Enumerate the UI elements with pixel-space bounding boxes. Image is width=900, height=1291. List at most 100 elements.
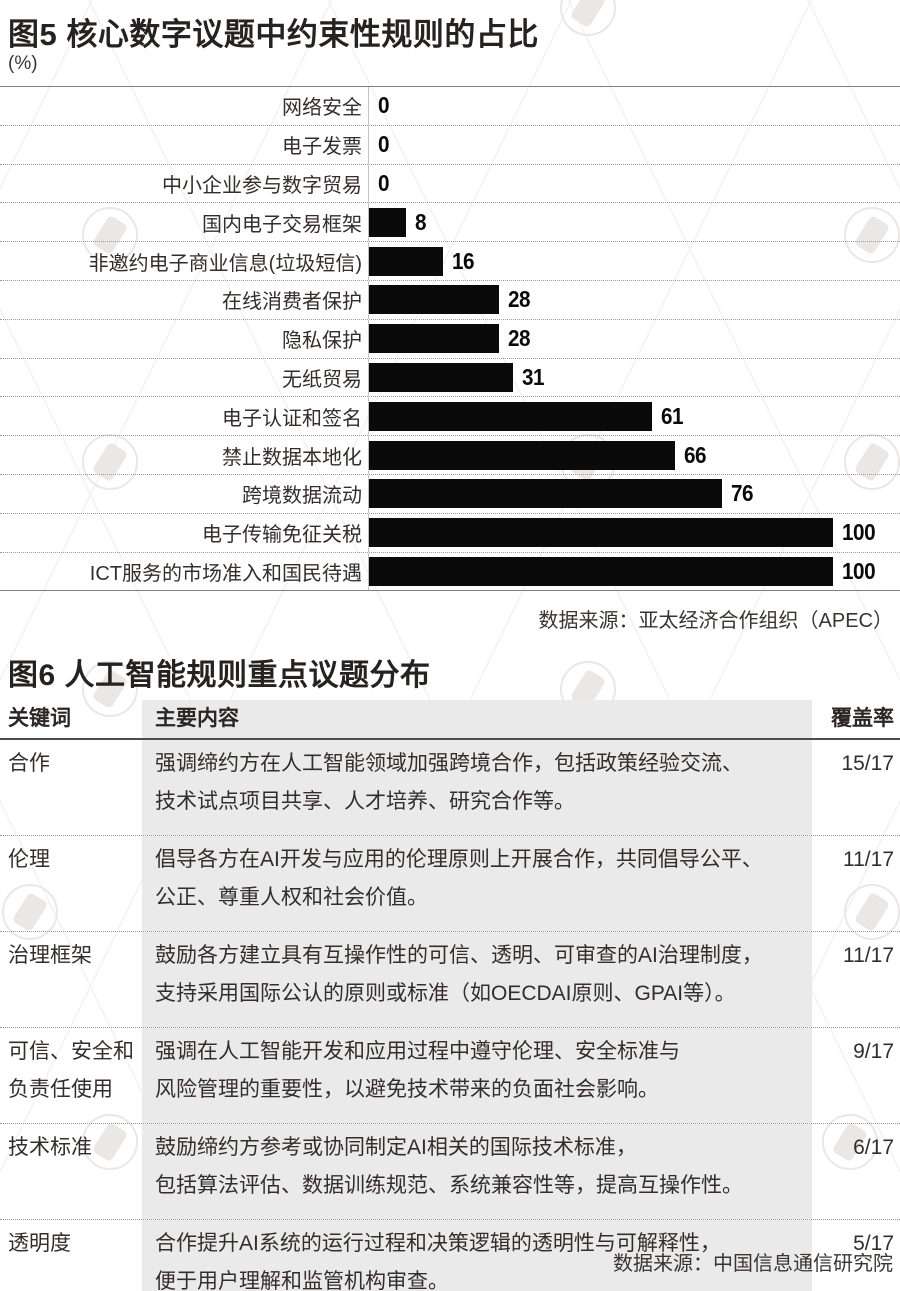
bar-category-label: 网络安全 [282, 97, 362, 120]
bar-area: 8 [368, 203, 900, 242]
table-keyword-cell: 治理框架 [8, 944, 92, 967]
bar [369, 518, 833, 548]
bar-value-label: 0 [378, 169, 390, 196]
bar [369, 285, 499, 315]
table-keyword-cell: 伦理 [8, 848, 50, 871]
table-body: 合作 强调缔约方在人工智能领域加强跨境合作，包括政策经验交流、 技术试点项目共享、… [0, 740, 900, 1291]
watermark-logo-icon [822, 1114, 878, 1170]
bar-value-label: 61 [661, 402, 684, 429]
bar-value-label: 8 [415, 208, 427, 235]
table-coverage-cell: 15/17 [841, 752, 894, 775]
table-row: 技术标准 鼓励缔约方参考或协同制定AI相关的国际技术标准， 包括算法评估、数据训练… [0, 1124, 900, 1220]
table-keyword-cell: 技术标准 [8, 1136, 92, 1159]
bar-area: 61 [368, 397, 900, 436]
bar-value-label: 100 [842, 519, 876, 546]
bar-area: 31 [368, 358, 900, 397]
bar-row: ICT服务的市场准入和国民待遇 100 [0, 552, 900, 592]
bar-category-label: 无纸贸易 [282, 368, 362, 391]
table-row: 治理框架 鼓励各方建立具有互操作性的可信、透明、可审查的AI治理制度， 支持采用国… [0, 932, 900, 1028]
watermark-logo-icon [844, 434, 900, 490]
table-row: 可信、安全和负责任使用 强调在人工智能开发和应用过程中遵守伦理、安全标准与 风险管… [0, 1028, 900, 1124]
bar-row: 中小企业参与数字贸易 0 [0, 164, 900, 204]
figure5-bar-chart: 网络安全 0 电子发票 0 中小企业参与数字贸易 0 国内电子交易框架 8 非邀约电子商业信息(… [0, 86, 900, 592]
bar-row: 非邀约电子商业信息(垃圾短信) 16 [0, 242, 900, 281]
bar-row: 电子认证和签名 61 [0, 397, 900, 437]
table-header-row: 关键词 主要内容 覆盖率 [0, 700, 900, 740]
table-coverage-cell: 9/17 [853, 1040, 894, 1063]
table-header-coverage: 覆盖率 [831, 707, 894, 730]
table-coverage-cell: 6/17 [853, 1136, 894, 1159]
watermark-logo-icon [82, 207, 138, 263]
watermark-logo-icon [2, 884, 58, 940]
bar-value-label: 66 [684, 441, 707, 468]
table-content-cell: 合作提升AI系统的运行过程和决策逻辑的透明性与可解释性， 便于用户理解和监管机构… [142, 1220, 812, 1291]
bar-category-label: 中小企业参与数字贸易 [162, 174, 362, 197]
bar-value-label: 28 [507, 325, 531, 352]
bar [369, 324, 499, 354]
bar-value-label: 76 [730, 480, 754, 507]
bar-area: 0 [368, 125, 900, 164]
watermark-logo-icon [82, 661, 138, 717]
bar-area: 100 [368, 513, 900, 552]
bar-area: 100 [368, 552, 900, 591]
table-coverage-cell: 11/17 [843, 848, 894, 871]
table-keyword-cell: 透明度 [8, 1232, 71, 1255]
bar [369, 440, 676, 470]
bar-category-label: ICT服务的市场准入和国民待遇 [89, 562, 362, 585]
bar-category-label: 在线消费者保护 [222, 291, 362, 314]
table-row: 合作 强调缔约方在人工智能领域加强跨境合作，包括政策经验交流、 技术试点项目共享、… [0, 740, 900, 836]
bar [369, 401, 653, 431]
bar-value-label: 0 [378, 131, 390, 158]
bar [369, 207, 407, 237]
figure5-unit-label: (%) [8, 53, 38, 74]
bar-area: 0 [368, 87, 900, 125]
bar [369, 479, 722, 509]
watermark-logo-icon [82, 1114, 138, 1170]
bar-row: 国内电子交易框架 8 [0, 203, 900, 243]
bar-value-label: 100 [842, 557, 876, 584]
bar-category-label: 电子认证和签名 [222, 407, 362, 430]
table-row: 伦理 倡导各方在AI开发与应用的伦理原则上开展合作，共同倡导公平、 公正、尊重人权… [0, 836, 900, 932]
bar-area: 66 [368, 436, 900, 474]
bar [369, 362, 513, 392]
bar-category-label: 非邀约电子商业信息(垃圾短信) [88, 252, 362, 275]
bar-category-label: 国内电子交易框架 [202, 213, 362, 236]
table-content-cell: 倡导各方在AI开发与应用的伦理原则上开展合作，共同倡导公平、 公正、尊重人权和社… [142, 836, 812, 931]
bar [369, 246, 444, 276]
bar-area: 16 [368, 242, 900, 280]
bar [369, 556, 833, 586]
watermark-logo-icon [82, 434, 138, 490]
figure6-table: 关键词 主要内容 覆盖率 合作 强调缔约方在人工智能领域加强跨境合作，包括政策经验… [0, 700, 900, 1291]
bar-value-label: 0 [378, 92, 390, 119]
bar-area: 28 [368, 319, 900, 358]
table-keyword-cell: 可信、安全和负责任使用 [8, 1040, 134, 1101]
bar-row: 无纸贸易 31 [0, 358, 900, 398]
bar-area: 28 [368, 280, 900, 319]
bar-category-label: 跨境数据流动 [242, 485, 362, 508]
bar-area: 0 [368, 164, 900, 203]
table-coverage-cell: 5/17 [853, 1232, 894, 1255]
table-content-cell: 鼓励缔约方参考或协同制定AI相关的国际技术标准， 包括算法评估、数据训练规范、系… [142, 1124, 812, 1219]
bar-row: 隐私保护 28 [0, 319, 900, 359]
table-coverage-cell: 11/17 [843, 944, 894, 967]
bar-area: 76 [368, 474, 900, 513]
bar-value-label: 31 [521, 363, 545, 390]
bar-row: 电子传输免征关税 100 [0, 513, 900, 553]
watermark-logo-icon [844, 884, 900, 940]
table-row: 透明度 合作提升AI系统的运行过程和决策逻辑的透明性与可解释性， 便于用户理解和监… [0, 1220, 900, 1291]
bar-value-label: 16 [452, 247, 475, 274]
figure6-source: 数据来源：中国信息通信研究院 [613, 1253, 893, 1275]
table-content-cell: 鼓励各方建立具有互操作性的可信、透明、可审查的AI治理制度， 支持采用国际公认的… [142, 932, 812, 1027]
bar-category-label: 电子传输免征关税 [202, 524, 362, 547]
figure6-title: 图6 人工智能规则重点议题分布 [8, 659, 431, 692]
bar-category-label: 隐私保护 [282, 330, 362, 353]
bar-row: 跨境数据流动 76 [0, 474, 900, 514]
table-header-content: 主要内容 [142, 700, 812, 738]
bar-category-label: 禁止数据本地化 [222, 446, 362, 469]
table-header-keyword: 关键词 [8, 707, 71, 730]
bar-value-label: 28 [507, 286, 531, 313]
watermark-logo-icon [844, 207, 900, 263]
figure5-title: 图5 核心数字议题中约束性规则的占比 [8, 17, 539, 52]
table-content-cell: 强调在人工智能开发和应用过程中遵守伦理、安全标准与 风险管理的重要性，以避免技术… [142, 1028, 812, 1123]
